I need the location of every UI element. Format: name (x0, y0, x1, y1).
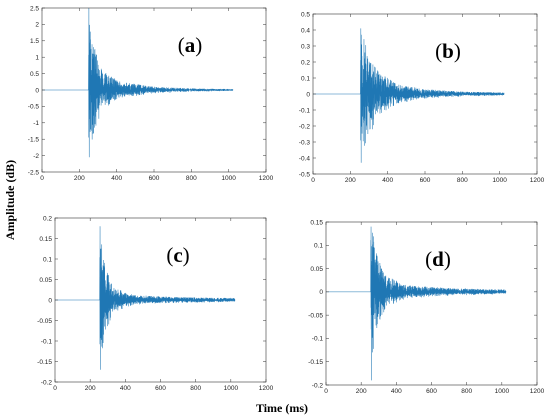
y-tick-label: 0.2 (43, 215, 52, 222)
x-tick-label: 600 (155, 385, 166, 392)
y-tick-label: 0.4 (301, 27, 310, 34)
x-tick-label: 400 (391, 388, 402, 395)
x-tick-label: 200 (74, 175, 85, 182)
x-tick-label: 1200 (530, 388, 545, 395)
y-tick-label: 2 (35, 22, 39, 29)
panel-c: 0 200 400 600 800 1000 1200 -0.2 -0.15 -0.1 -0.05 0… (37, 215, 273, 392)
y-tick-label: -1.5 (28, 137, 40, 144)
x-tick-label: 1200 (259, 175, 274, 182)
y-tick-label: 0.2 (301, 59, 310, 66)
y-tick-label: 2.5 (30, 5, 39, 12)
signal-line-d (326, 226, 507, 381)
x-tick-label: 600 (149, 175, 160, 182)
x-tick-label: 200 (345, 177, 356, 184)
y-tick-label: 0 (319, 289, 323, 296)
x-tick-label: 800 (186, 175, 197, 182)
x-tick-label: 800 (190, 385, 201, 392)
y-axis-title: Amplitude (dB) (3, 160, 17, 240)
panel-label-c: (c) (166, 243, 189, 267)
y-tick-label: -0.05 (308, 312, 323, 319)
panel-a: 0 200 400 600 800 1000 1200 -2.5 -2 -1.5 -1 -0.5 0 0.… (28, 5, 274, 182)
y-tick-label: -0.15 (37, 359, 52, 366)
x-tick-label: 1000 (492, 177, 507, 184)
y-tick-label: 0.15 (39, 236, 52, 243)
x-tick-label: 1200 (530, 177, 545, 184)
x-tick-label: 600 (426, 388, 437, 395)
x-tick-label: 200 (85, 385, 96, 392)
y-tick-label: 0 (306, 91, 310, 98)
y-tick-label: 0.5 (301, 11, 310, 18)
y-tick-label: 0.5 (30, 71, 39, 78)
x-tick-label: 800 (461, 388, 472, 395)
x-tick-label: 1000 (495, 388, 510, 395)
y-tick-label: 0.1 (301, 75, 310, 82)
y-tick-label: -2.5 (28, 169, 40, 176)
y-tick-label: 0.05 (39, 277, 52, 284)
y-tick-label: -0.4 (299, 155, 311, 162)
y-tick-label: -0.15 (308, 359, 323, 366)
y-tick-label: 0.1 (43, 256, 52, 263)
y-tick-label: 1.5 (30, 38, 39, 45)
y-tick-label: 0 (35, 87, 39, 94)
x-tick-label: 0 (311, 177, 315, 184)
y-tick-label: -0.1 (41, 338, 53, 345)
y-tick-label: 0.15 (310, 219, 323, 226)
x-tick-label: 400 (382, 177, 393, 184)
x-tick-label: 200 (356, 388, 367, 395)
panel-b: 0 200 400 600 800 1000 1200 -0.5 -0.4 -0.3 -0.2 -0.… (299, 11, 545, 184)
y-tick-label: -0.3 (299, 139, 311, 146)
x-tick-label: 1000 (221, 175, 236, 182)
y-tick-label: 0.1 (314, 243, 323, 250)
x-tick-label: 1000 (224, 385, 239, 392)
y-tick-label: -1 (33, 120, 39, 127)
x-tick-label: 0 (324, 388, 328, 395)
y-tick-label: -0.1 (299, 107, 311, 114)
panel-label-d: (d) (425, 247, 451, 271)
x-axis-title: Time (ms) (256, 401, 308, 415)
panel-label-b: (b) (435, 39, 461, 63)
x-tick-label: 0 (53, 385, 57, 392)
y-tick-label: -2 (33, 153, 39, 160)
signal-line-a (42, 7, 234, 158)
y-tick-label: 1 (35, 55, 39, 62)
y-tick-label: 0 (48, 297, 52, 304)
x-tick-label: 400 (111, 175, 122, 182)
x-tick-label: 800 (457, 177, 468, 184)
x-tick-label: 400 (120, 385, 131, 392)
y-tick-label: -0.5 (28, 104, 40, 111)
y-tick-label: -0.05 (37, 318, 52, 325)
y-tick-label: 0.3 (301, 43, 310, 50)
y-tick-label: -0.2 (299, 123, 311, 130)
signal-line-c (55, 226, 236, 370)
x-tick-label: 1200 (259, 385, 274, 392)
signal-line-b (313, 28, 505, 163)
y-tick-label: -0.2 (312, 382, 324, 389)
y-tick-label: -0.2 (41, 379, 53, 386)
y-tick-label: -0.5 (299, 171, 311, 178)
x-tick-label: 600 (420, 177, 431, 184)
y-tick-label: -0.1 (312, 336, 324, 343)
panel-label-a: (a) (178, 33, 203, 57)
x-tick-label: 0 (40, 175, 44, 182)
panel-d: 0 200 400 600 800 1000 1200 -0.2 -0.15 -0.1 -0.05 0… (308, 219, 544, 395)
y-tick-label: 0.05 (310, 266, 323, 273)
